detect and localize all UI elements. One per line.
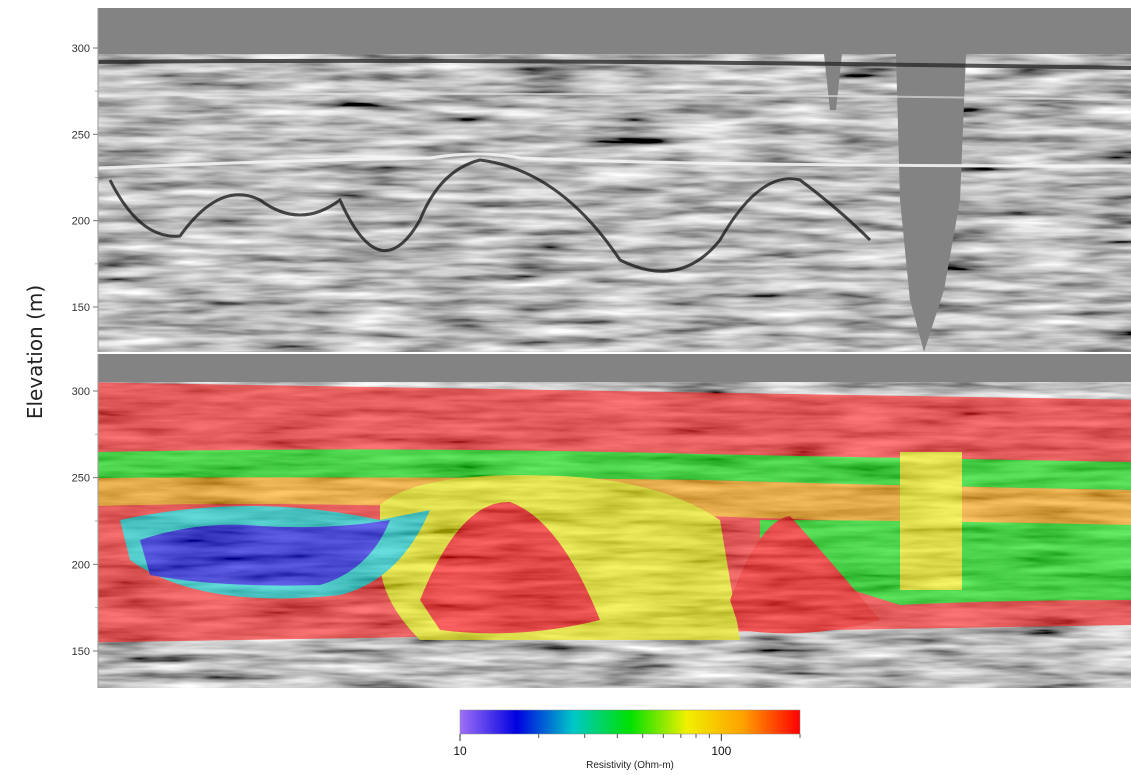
y-axis-label: Elevation (m) [23, 285, 47, 419]
seismic-no-data-top [98, 8, 1131, 54]
colorbar: 10 100 Resistivity (Ohm-m) [453, 709, 801, 771]
overlay-no-data-top [98, 354, 1131, 382]
y-tick-label: 250 [72, 129, 90, 141]
y-tick-label: 150 [72, 646, 90, 658]
y-tick-label: 300 [72, 386, 90, 398]
colorbar-title: Resistivity (Ohm-m) [586, 760, 674, 771]
resistivity-band-gap-column [900, 452, 962, 590]
y-tick-label: 200 [72, 216, 90, 228]
seismic-reflector-upper [98, 92, 1131, 101]
y-tick-label: 250 [72, 473, 90, 485]
colorbar-tick-label: 100 [711, 744, 731, 758]
seismic-reflector-deep [108, 158, 872, 273]
resistivity-bands [98, 382, 1131, 643]
colorbar-gradient [459, 709, 801, 735]
y-tick-label: 150 [72, 302, 90, 314]
resistivity-band-blue [140, 520, 390, 586]
y-tick-label: 200 [72, 559, 90, 571]
seismic-reflector-surface [98, 58, 1131, 70]
y-axis-top: 300 250 200 150 [72, 8, 99, 352]
y-axis-bottom: 300 250 200 150 [72, 354, 99, 688]
seismic-reflector-bedrock [98, 152, 1131, 170]
seismic-no-data-gap [896, 54, 966, 352]
resistivity-band-green-upper [98, 449, 1131, 490]
seismic-panel [98, 8, 1131, 352]
colorbar-tick-label: 10 [453, 744, 467, 758]
y-tick-label: 300 [72, 43, 90, 55]
colorbar-ticks: 10 100 [453, 734, 801, 758]
resistivity-band-red-mound-1 [420, 501, 600, 634]
resistivity-band-red-mound-2 [730, 516, 880, 634]
resistivity-overlay-panel [98, 354, 1131, 688]
